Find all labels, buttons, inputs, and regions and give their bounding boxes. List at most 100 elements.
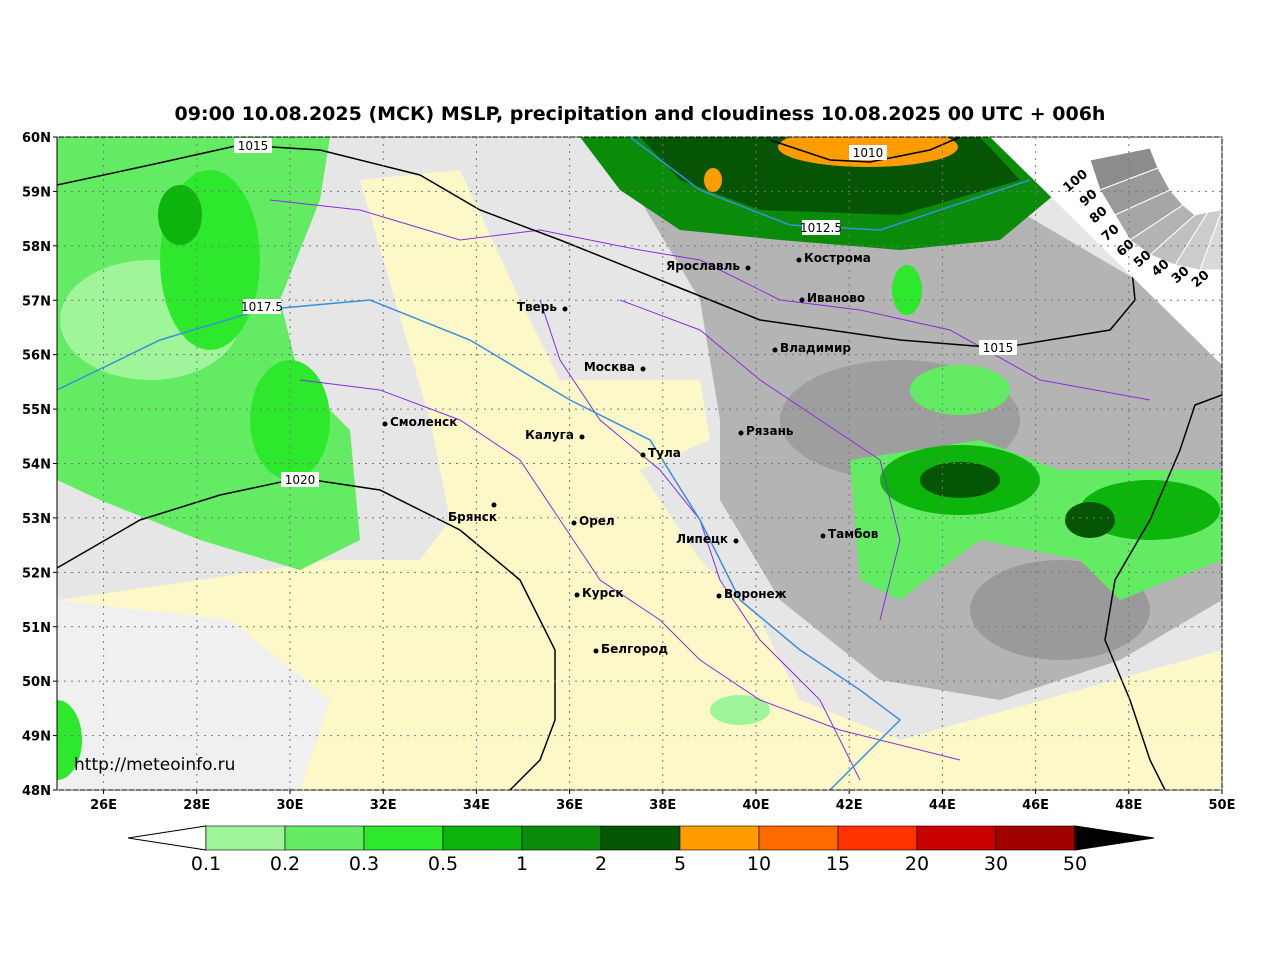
city-label: Брянск bbox=[448, 510, 497, 524]
colorbar-label: 2 bbox=[595, 853, 607, 875]
city-dot bbox=[571, 520, 577, 526]
lat-tick-label: 56N bbox=[22, 349, 51, 364]
city-dot bbox=[796, 257, 802, 263]
colorbar-label: 20 bbox=[905, 853, 929, 875]
city-dot bbox=[799, 297, 805, 303]
city-label: Иваново bbox=[807, 291, 865, 305]
city-dot bbox=[593, 648, 599, 654]
isobar-label-bg bbox=[234, 138, 272, 153]
lon-tick-label: 40E bbox=[743, 798, 770, 813]
city-dot bbox=[820, 533, 826, 539]
colorbar-label: 1 bbox=[516, 853, 528, 875]
colorbar-under bbox=[127, 825, 207, 851]
lon-tick-label: 38E bbox=[649, 798, 676, 813]
lon-tick-label: 34E bbox=[463, 798, 490, 813]
lat-tick-label: 59N bbox=[22, 185, 51, 200]
colorbar-segment bbox=[995, 825, 1076, 851]
source-url: http://meteoinfo.ru bbox=[74, 755, 235, 775]
city-dot bbox=[382, 421, 388, 427]
title: 09:00 10.08.2025 (МСК) MSLP, precipitati… bbox=[175, 103, 1106, 125]
colorbar-segment bbox=[284, 825, 365, 851]
colorbar-segment bbox=[758, 825, 839, 851]
city-label: Орел bbox=[579, 514, 615, 528]
colorbar-label: 0.3 bbox=[349, 853, 379, 875]
lat-tick-label: 52N bbox=[22, 566, 51, 581]
city-dot bbox=[738, 430, 744, 436]
city-label: Воронеж bbox=[724, 587, 787, 601]
city-dot bbox=[562, 306, 568, 312]
city-label: Тула bbox=[648, 446, 681, 460]
lon-tick-label: 36E bbox=[556, 798, 583, 813]
city-label: Тамбов bbox=[828, 527, 879, 541]
city-dot bbox=[733, 538, 739, 544]
lon-tick-label: 28E bbox=[183, 798, 210, 813]
city-dot bbox=[491, 502, 497, 508]
lat-tick-label: 60N bbox=[22, 131, 51, 146]
isobar-label: 1017.5 bbox=[241, 300, 283, 314]
isobar-label-bg bbox=[802, 220, 840, 235]
lon-tick-label: 26E bbox=[90, 798, 117, 813]
isobar-label-bg bbox=[243, 299, 281, 314]
colorbar-label: 10 bbox=[747, 853, 771, 875]
colorbar-label: 0.2 bbox=[270, 853, 300, 875]
colorbar-over bbox=[1074, 825, 1155, 851]
lat-tick-label: 49N bbox=[22, 730, 51, 745]
colorbar-segment bbox=[363, 825, 444, 851]
lon-tick-label: 30E bbox=[277, 798, 304, 813]
city-label: Липецк bbox=[676, 532, 728, 546]
city-dot bbox=[772, 347, 778, 353]
isobar-label: 1012.5 bbox=[800, 221, 842, 235]
lat-tick-label: 54N bbox=[22, 458, 51, 473]
lat-tick-label: 57N bbox=[22, 294, 51, 309]
city-label: Рязань bbox=[746, 424, 794, 438]
colorbar-label: 50 bbox=[1063, 853, 1087, 875]
lon-tick-label: 42E bbox=[836, 798, 863, 813]
colorbar-segment bbox=[521, 825, 602, 851]
city-label: Кострома bbox=[804, 251, 871, 265]
isobar-label-bg bbox=[979, 340, 1017, 355]
lat-tick-label: 58N bbox=[22, 240, 51, 255]
colorbar-segment bbox=[837, 825, 918, 851]
colorbar-segment bbox=[916, 825, 997, 851]
lat-tick-label: 48N bbox=[22, 784, 51, 799]
map bbox=[57, 137, 1222, 790]
colorbar-label: 5 bbox=[674, 853, 686, 875]
isobar-label: 1010 bbox=[853, 146, 884, 160]
lat-tick-label: 53N bbox=[22, 512, 51, 527]
isobar-label: 1015 bbox=[983, 341, 1014, 355]
lon-tick-label: 32E bbox=[370, 798, 397, 813]
city-label: Тверь bbox=[517, 300, 558, 314]
colorbar-label: 0.5 bbox=[428, 853, 458, 875]
city-label: Курск bbox=[582, 586, 623, 600]
city-label: Смоленск bbox=[390, 415, 457, 429]
isobar-label: 1015 bbox=[238, 139, 269, 153]
colorbar-segment bbox=[442, 825, 523, 851]
city-dot bbox=[745, 265, 751, 271]
city-dot bbox=[716, 593, 722, 599]
lat-tick-label: 51N bbox=[22, 621, 51, 636]
city-dot bbox=[579, 434, 585, 440]
colorbar-label: 0.1 bbox=[191, 853, 221, 875]
lon-tick-label: 46E bbox=[1022, 798, 1049, 813]
colorbar-segment bbox=[205, 825, 286, 851]
colorbar-segment bbox=[600, 825, 681, 851]
isobar-label: 1020 bbox=[285, 473, 316, 487]
lon-tick-label: 50E bbox=[1209, 798, 1236, 813]
map-labels: Ярославль Кострома Иваново Тверь Москва Влади… bbox=[234, 138, 1213, 656]
city-label: Ярославль bbox=[666, 259, 740, 273]
city-dot bbox=[574, 592, 580, 598]
colorbar-segment bbox=[679, 825, 760, 851]
city-label: Москва bbox=[584, 360, 635, 374]
colorbar-label: 15 bbox=[826, 853, 850, 875]
graticule: 60N 59N 58N 57N 56N 55N 54N 53N 52N 51N 50N 49N 48N 2… bbox=[22, 131, 1235, 813]
colorbar: 0.1 0.2 0.3 0.5 1 2 5 10 15 20 30 50 bbox=[127, 825, 1155, 875]
lat-tick-label: 55N bbox=[22, 403, 51, 418]
colorbar-label: 30 bbox=[984, 853, 1008, 875]
isobar-label-bg bbox=[849, 145, 887, 160]
city-dot bbox=[640, 452, 646, 458]
city-label: Владимир bbox=[780, 341, 851, 355]
city-label: Калуга bbox=[525, 428, 574, 442]
isobar-label-bg bbox=[281, 472, 319, 487]
lat-tick-label: 50N bbox=[22, 675, 51, 690]
